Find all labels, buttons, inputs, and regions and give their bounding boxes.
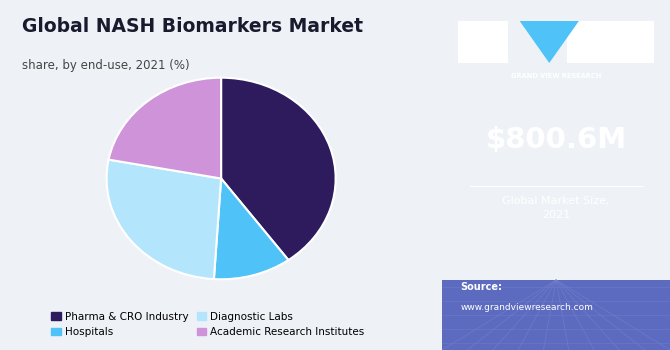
Text: www.grandviewresearch.com: www.grandviewresearch.com (460, 303, 594, 312)
Wedge shape (109, 78, 221, 178)
Text: share, by end-use, 2021 (%): share, by end-use, 2021 (%) (22, 60, 190, 72)
Wedge shape (221, 78, 336, 260)
Wedge shape (107, 160, 221, 279)
Text: Global Market Size,
2021: Global Market Size, 2021 (502, 196, 610, 220)
Text: GRAND VIEW RESEARCH: GRAND VIEW RESEARCH (511, 74, 601, 79)
Wedge shape (214, 178, 288, 279)
FancyBboxPatch shape (567, 21, 654, 63)
Legend: Pharma & CRO Industry, Hospitals, Diagnostic Labs, Academic Research Institutes: Pharma & CRO Industry, Hospitals, Diagno… (47, 308, 368, 341)
Text: Source:: Source: (460, 282, 502, 292)
Text: Global NASH Biomarkers Market: Global NASH Biomarkers Market (22, 18, 363, 36)
Polygon shape (520, 21, 579, 63)
Text: $800.6M: $800.6M (486, 126, 626, 154)
FancyBboxPatch shape (458, 21, 509, 63)
FancyBboxPatch shape (442, 280, 670, 350)
